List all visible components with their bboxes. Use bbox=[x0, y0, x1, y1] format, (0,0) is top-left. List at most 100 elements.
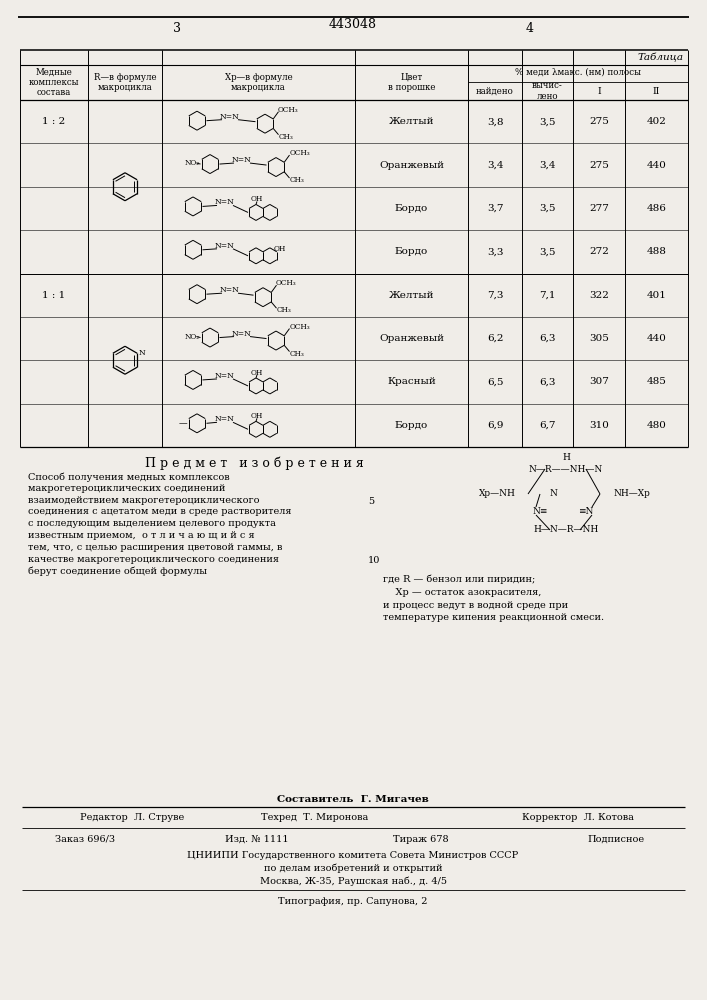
Text: Хр — остаток азокрасителя,: Хр — остаток азокрасителя, bbox=[383, 588, 542, 597]
Text: % меди λмакс. (нм) полосы: % меди λмакс. (нм) полосы bbox=[515, 68, 641, 77]
Text: N=N: N=N bbox=[232, 330, 252, 338]
Text: OH: OH bbox=[251, 369, 263, 377]
Text: Оранжевый: Оранжевый bbox=[379, 334, 444, 343]
Text: N≡: N≡ bbox=[532, 508, 548, 516]
Text: где R — бензол или пиридин;: где R — бензол или пиридин; bbox=[383, 575, 535, 584]
Text: OCH₃: OCH₃ bbox=[276, 279, 297, 287]
Text: Типография, пр. Сапунова, 2: Типография, пр. Сапунова, 2 bbox=[279, 898, 428, 906]
Text: R—в формуле
макроцикла: R—в формуле макроцикла bbox=[94, 73, 156, 92]
Text: 3,5: 3,5 bbox=[539, 247, 556, 256]
Text: Бордо: Бордо bbox=[395, 247, 428, 256]
Text: N=N: N=N bbox=[220, 113, 240, 121]
Text: 3,5: 3,5 bbox=[539, 204, 556, 213]
Text: Составитель  Г. Мигачев: Составитель Г. Мигачев bbox=[277, 794, 429, 804]
Text: 3,7: 3,7 bbox=[486, 204, 503, 213]
Text: 401: 401 bbox=[647, 291, 667, 300]
Text: 1 : 2: 1 : 2 bbox=[42, 117, 66, 126]
Text: OCH₃: OCH₃ bbox=[289, 323, 310, 331]
Text: N=N: N=N bbox=[232, 156, 252, 164]
Text: 440: 440 bbox=[647, 161, 667, 170]
Text: CH₃: CH₃ bbox=[290, 176, 305, 184]
Text: 3,4: 3,4 bbox=[486, 161, 503, 170]
Text: берут соединение общей формулы: берут соединение общей формулы bbox=[28, 566, 207, 576]
Text: Таблица: Таблица bbox=[637, 53, 683, 63]
Text: макрогетероциклических соединений: макрогетероциклических соединений bbox=[28, 484, 226, 493]
Text: 485: 485 bbox=[647, 377, 667, 386]
Text: Тираж 678: Тираж 678 bbox=[393, 834, 449, 844]
Text: Редактор  Л. Струве: Редактор Л. Струве bbox=[80, 812, 185, 822]
Text: N=N: N=N bbox=[215, 242, 235, 250]
Text: II: II bbox=[653, 87, 660, 96]
Text: 1 : 1: 1 : 1 bbox=[42, 291, 66, 300]
Text: OH: OH bbox=[251, 195, 263, 203]
Text: 488: 488 bbox=[647, 247, 667, 256]
Text: 486: 486 bbox=[647, 204, 667, 213]
Text: температуре кипения реакционной смеси.: температуре кипения реакционной смеси. bbox=[383, 613, 604, 622]
Text: CH₃: CH₃ bbox=[290, 350, 305, 358]
Text: Москва, Ж-35, Раушская наб., д. 4/5: Москва, Ж-35, Раушская наб., д. 4/5 bbox=[259, 876, 447, 886]
Text: 3,4: 3,4 bbox=[539, 161, 556, 170]
Text: ЦНИИПИ Государственного комитета Совета Министров СССР: ЦНИИПИ Государственного комитета Совета … bbox=[187, 850, 519, 859]
Text: OH: OH bbox=[251, 412, 263, 420]
Text: CH₃: CH₃ bbox=[279, 133, 294, 141]
Text: Заказ 696/3: Заказ 696/3 bbox=[55, 834, 115, 844]
Text: Корректор  Л. Котова: Корректор Л. Котова bbox=[522, 812, 634, 822]
Text: Хр—в формуле
макроцикла: Хр—в формуле макроцикла bbox=[225, 73, 293, 92]
Text: N: N bbox=[139, 349, 146, 357]
Text: NH—Xp: NH—Xp bbox=[613, 489, 650, 498]
Text: Бордо: Бордо bbox=[395, 204, 428, 213]
Text: 5: 5 bbox=[368, 497, 374, 506]
Text: N: N bbox=[549, 489, 557, 498]
Text: Изд. № 1111: Изд. № 1111 bbox=[225, 834, 288, 844]
Text: Желтый: Желтый bbox=[389, 291, 434, 300]
Text: по делам изобретений и открытий: по делам изобретений и открытий bbox=[264, 863, 443, 873]
Text: N=N: N=N bbox=[215, 198, 235, 206]
Text: с последующим выделением целевого продукта: с последующим выделением целевого продук… bbox=[28, 519, 276, 528]
Text: 440: 440 bbox=[647, 334, 667, 343]
Text: —: — bbox=[178, 419, 187, 428]
Text: ≡N: ≡N bbox=[578, 508, 594, 516]
Text: H: H bbox=[562, 452, 570, 462]
Text: тем, что, с целью расширения цветовой гаммы, в: тем, что, с целью расширения цветовой га… bbox=[28, 543, 282, 552]
Text: 4: 4 bbox=[526, 21, 534, 34]
Text: 402: 402 bbox=[647, 117, 667, 126]
Text: 307: 307 bbox=[589, 377, 609, 386]
Text: 7,1: 7,1 bbox=[539, 291, 556, 300]
Text: Медные
комплексы
состава: Медные комплексы состава bbox=[29, 68, 79, 97]
Text: Цвет
в порошке: Цвет в порошке bbox=[387, 73, 436, 92]
Text: NO₂: NO₂ bbox=[185, 159, 200, 167]
Text: 3,8: 3,8 bbox=[486, 117, 503, 126]
Text: 322: 322 bbox=[589, 291, 609, 300]
Text: 6,5: 6,5 bbox=[486, 377, 503, 386]
Text: 10: 10 bbox=[368, 556, 380, 565]
Text: качестве макрогетероциклического соединения: качестве макрогетероциклического соедине… bbox=[28, 555, 279, 564]
Text: Бордо: Бордо bbox=[395, 421, 428, 430]
Text: 305: 305 bbox=[589, 334, 609, 343]
Text: N=N: N=N bbox=[215, 372, 235, 380]
Text: 480: 480 bbox=[647, 421, 667, 430]
Text: 275: 275 bbox=[589, 161, 609, 170]
Text: Техред  Т. Миронова: Техред Т. Миронова bbox=[262, 812, 368, 822]
Text: N=N: N=N bbox=[220, 286, 240, 294]
Text: 310: 310 bbox=[589, 421, 609, 430]
Text: 6,3: 6,3 bbox=[539, 334, 556, 343]
Text: OH: OH bbox=[274, 245, 286, 253]
Text: 272: 272 bbox=[589, 247, 609, 256]
Text: П р е д м е т   и з о б р е т е н и я: П р е д м е т и з о б р е т е н и я bbox=[145, 457, 363, 471]
Text: 6,3: 6,3 bbox=[539, 377, 556, 386]
Text: известным приемом,  о т л и ч а ю щ и й с я: известным приемом, о т л и ч а ю щ и й с… bbox=[28, 531, 258, 540]
Text: N—R——NH—N: N—R——NH—N bbox=[529, 464, 603, 474]
Text: найдено: найдено bbox=[476, 87, 514, 96]
Text: 7,3: 7,3 bbox=[486, 291, 503, 300]
Text: 3,3: 3,3 bbox=[486, 247, 503, 256]
Text: OCH₃: OCH₃ bbox=[278, 106, 299, 114]
Text: 6,7: 6,7 bbox=[539, 421, 556, 430]
Text: 3,5: 3,5 bbox=[539, 117, 556, 126]
Text: N=N: N=N bbox=[215, 415, 235, 423]
Text: Xp—NH: Xp—NH bbox=[479, 489, 516, 498]
Text: вычис-
лено: вычис- лено bbox=[532, 81, 563, 101]
Text: и процесс ведут в водной среде при: и процесс ведут в водной среде при bbox=[383, 601, 568, 610]
Text: I: I bbox=[597, 87, 601, 96]
Text: Красный: Красный bbox=[387, 377, 436, 386]
Text: взаимодействием макрогетероциклического: взаимодействием макрогетероциклического bbox=[28, 496, 259, 505]
